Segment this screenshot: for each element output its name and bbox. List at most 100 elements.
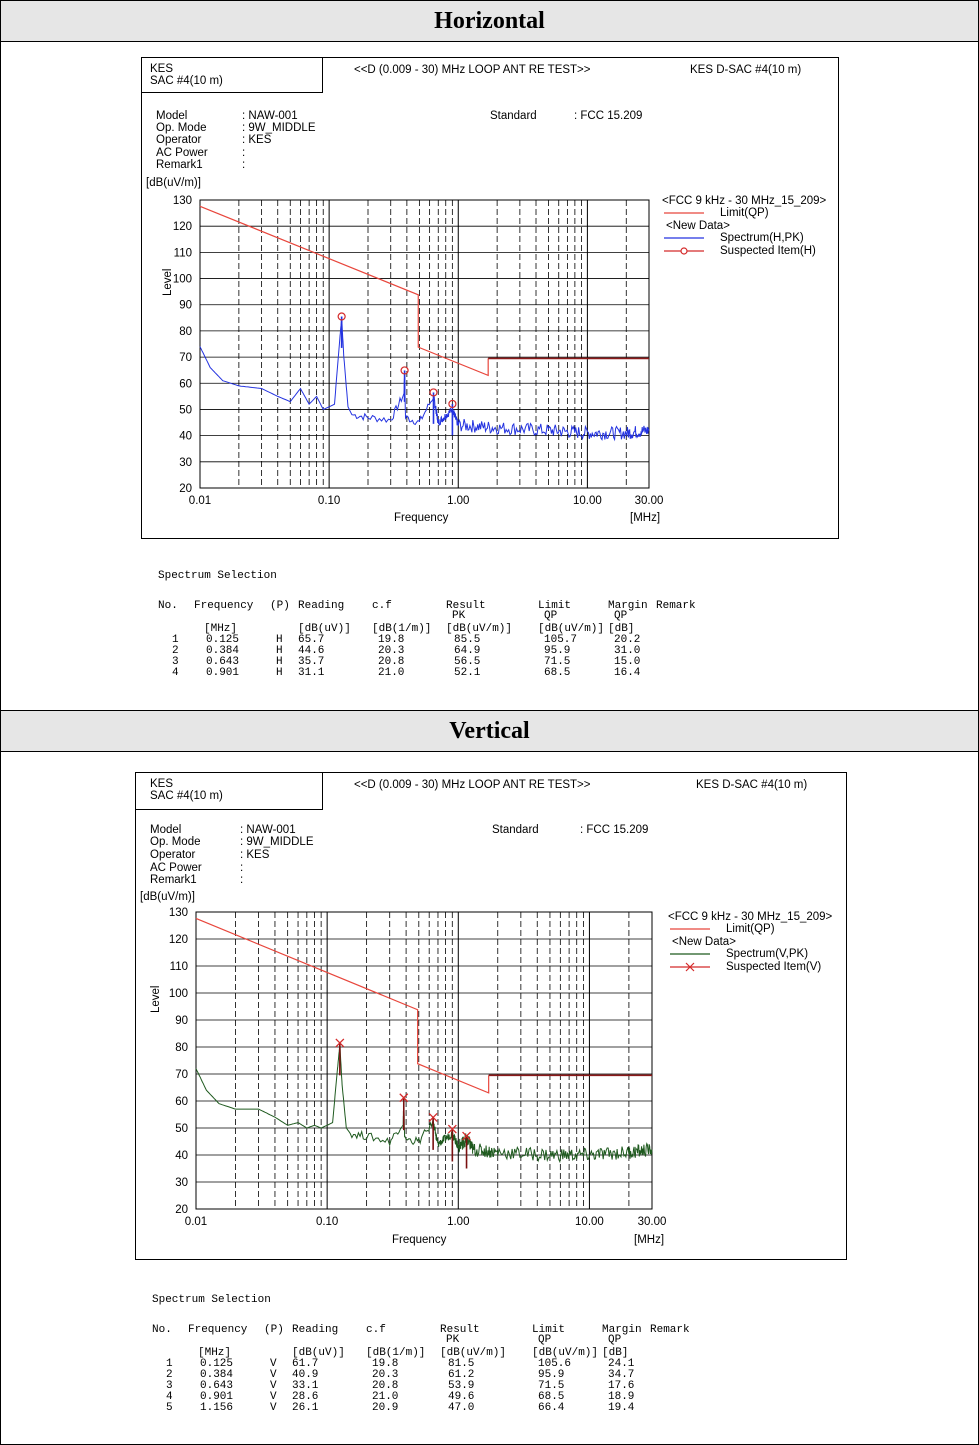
vertical-spectrum-table: Spectrum Selection No. Frequency (P) Readin…: [152, 1294, 752, 1434]
limit-line: [195, 917, 490, 1094]
y-tick-label: 90: [175, 1015, 188, 1027]
table-cell: 28.6: [292, 1391, 319, 1403]
table-cell: 4: [166, 1391, 173, 1403]
standard-label: Standard: [490, 110, 537, 122]
y-tick-label: 90: [179, 300, 192, 312]
table-cell: 20.9: [372, 1402, 399, 1414]
operator-value: : KES: [242, 134, 272, 146]
table-header: Remark: [656, 600, 696, 612]
table-cell: 105.7: [544, 634, 578, 646]
table-unit: [dB(1/m)]: [372, 623, 432, 635]
x-tick-label: 10.00: [575, 1216, 604, 1228]
table-cell: 71.5: [544, 656, 571, 668]
table-cell: 20.2: [614, 634, 641, 646]
x-tick-label: 1.00: [447, 1216, 469, 1228]
legend-suspected: Suspected Item(V): [726, 961, 822, 973]
table-unit: [MHz]: [198, 1347, 232, 1359]
table-cell: 0.643: [206, 656, 240, 668]
x-tick-label: 0.01: [189, 495, 211, 507]
model-value: : NAW-001: [242, 110, 298, 122]
table-cell: 18.9: [608, 1391, 635, 1403]
y-tick-label: 50: [175, 1123, 188, 1135]
y-tick-label: 60: [175, 1096, 188, 1108]
suspected-marker: [337, 312, 346, 321]
y-tick-label: 100: [169, 988, 188, 1000]
plot-frame: [195, 911, 653, 1210]
table-cell: V: [270, 1391, 277, 1403]
y-tick-label: 20: [175, 1204, 188, 1216]
table-cell: 0.901: [206, 667, 240, 679]
table-unit: [dB(uV)]: [292, 1347, 345, 1359]
table-cell: 21.0: [378, 667, 405, 679]
legend-suspected-marker: [680, 247, 688, 255]
table-title: Spectrum Selection: [158, 570, 277, 582]
horizontal-band: Horizontal: [1, 1, 978, 42]
table-cell: H: [276, 667, 283, 679]
table-cell: 61.2: [448, 1369, 475, 1381]
table-cell: 26.1: [292, 1402, 319, 1414]
table-cell: 68.5: [544, 667, 571, 679]
site-right-label: KES D-SAC #4(10 m): [696, 779, 808, 791]
table-cell: 44.6: [298, 645, 325, 657]
suspected-marker: [447, 1124, 457, 1134]
legend-limit: Limit(QP): [720, 207, 769, 219]
lab-label: KES: [150, 778, 174, 790]
y-tick-label: 80: [175, 1042, 188, 1054]
table-cell: 1: [172, 634, 179, 646]
table-header: Margin: [608, 600, 648, 612]
x-unit-label: [MHz]: [630, 512, 661, 524]
test-title: <<D (0.009 - 30) MHz LOOP ANT RE TEST>>: [354, 779, 591, 791]
horizontal-spectrum-table: Spectrum Selection No. Frequency (P) Readin…: [158, 570, 758, 700]
table-cell: 5: [166, 1402, 173, 1414]
suspected-marker: [400, 366, 409, 375]
x-tick-label: 0.10: [316, 1216, 338, 1228]
table-header: Margin: [602, 1324, 642, 1336]
table-cell: 1.156: [200, 1402, 234, 1414]
vertical-chart-panel: KES SAC #4(10 m) <<D (0.009 - 30) MHz LO…: [135, 772, 847, 1260]
table-cell: 0.643: [200, 1380, 234, 1392]
table-cell: 1: [166, 1358, 173, 1370]
x-tick-label: 30.00: [635, 495, 664, 507]
mode-label: Op. Mode: [156, 122, 207, 134]
table-cell: 65.7: [298, 634, 325, 646]
y-tick-label: 60: [179, 378, 192, 390]
table-cell: 31.1: [298, 667, 325, 679]
ac-power-value: :: [240, 862, 244, 874]
table-cell: V: [270, 1358, 277, 1370]
ac-power-label: AC Power: [150, 862, 202, 874]
table-cell: V: [270, 1402, 277, 1414]
site-header-box: KES SAC #4(10 m): [136, 773, 323, 810]
table-cell: 19.4: [608, 1402, 635, 1414]
table-unit: [MHz]: [204, 623, 238, 635]
table-unit: [dB]: [602, 1347, 629, 1359]
table-cell: 16.4: [614, 667, 641, 679]
table-cell: 15.0: [614, 656, 641, 668]
table-unit: [dB(1/m)]: [366, 1347, 426, 1359]
mode-label: Op. Mode: [150, 836, 201, 848]
x-unit-label: [MHz]: [634, 1234, 665, 1246]
x-tick-label: 0.01: [185, 1216, 207, 1228]
table-unit: [dB(uV/m)]: [440, 1347, 507, 1359]
table-header: Limit: [532, 1324, 566, 1336]
standard-value: : FCC 15.209: [574, 110, 643, 122]
table-cell: 49.6: [448, 1391, 475, 1403]
x-axis-title: Frequency: [394, 512, 449, 524]
table-cell: 33.1: [292, 1380, 319, 1392]
table-cell: H: [276, 656, 283, 668]
legend-suspected-marker: [685, 962, 695, 972]
table-cell: 21.0: [372, 1391, 399, 1403]
limit-line: [199, 205, 489, 377]
table-subheader: QP: [614, 610, 628, 622]
table-cell: 95.9: [544, 645, 571, 657]
operator-label: Operator: [156, 134, 202, 146]
site-right-label: KES D-SAC #4(10 m): [690, 64, 802, 76]
table-cell: 81.5: [448, 1358, 475, 1370]
table-unit: [dB(uV/m)]: [446, 623, 513, 635]
remark-label: Remark1: [156, 159, 203, 171]
y-tick-label: 50: [179, 404, 192, 416]
suspected-marker: [335, 1038, 345, 1048]
y-tick-label: 120: [173, 221, 192, 233]
table-header: Result: [440, 1324, 480, 1336]
table-cell: 40.9: [292, 1369, 319, 1381]
